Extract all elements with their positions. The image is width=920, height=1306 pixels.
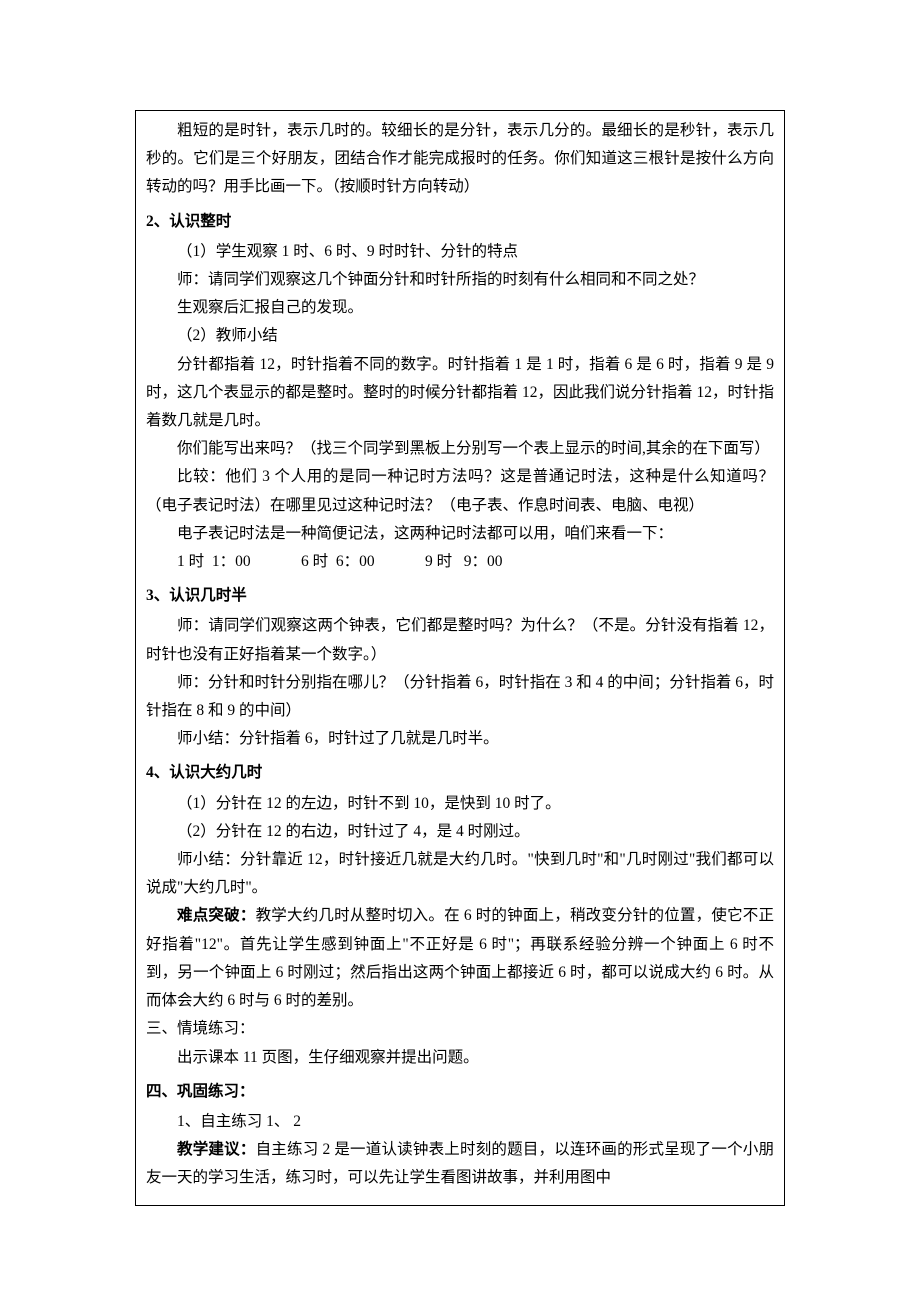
page: 粗短的是时针，表示几时的。较细长的是分针，表示几分的。最细长的是秒针，表示几秒的…: [0, 0, 920, 1306]
heading-2: 2、认识整时: [146, 208, 774, 236]
s4-p3: 师小结：分针靠近 12，时针接近几就是大约几时。"快到几时"和"几时刚过"我们都…: [146, 846, 774, 902]
s4-p1: （1）分针在 12 的左边，时针不到 10，是快到 10 时了。: [146, 790, 774, 818]
consol-p1: 1、自主练习 1、 2: [146, 1108, 774, 1136]
s2-p8: 电子表记时法是一种简便记法，这两种记时法都可以用，咱们来看一下：: [146, 520, 774, 548]
s3-p2: 师：分针和时针分别指在哪儿？（分针指着 6，时针指在 3 和 4 的中间；分针指…: [146, 669, 774, 725]
heading-consolidation: 四、巩固练习：: [146, 1078, 774, 1106]
s2-p7: 比较：他们 3 个人用的是同一种记时方法吗？这是普通记时法，这种是什么知道吗？（…: [146, 463, 774, 519]
heading-4: 4、认识大约几时: [146, 759, 774, 787]
suggestion-label: 教学建议：: [177, 1141, 256, 1158]
heading-3: 3、认识几时半: [146, 582, 774, 610]
consol-suggestion: 教学建议：自主练习 2 是一道认读钟表上时刻的题目，以连环画的形式呈现了一个小朋…: [146, 1136, 774, 1192]
heading-situation: 三、情境练习：: [146, 1015, 774, 1043]
s2-times: 1 时 1：00 6 时 6：00 9 时 9：00: [146, 548, 774, 576]
s2-p1: （1）学生观察 1 时、6 时、9 时时针、分针的特点: [146, 238, 774, 266]
s4-difficulty: 难点突破：教学大约几时从整时切入。在 6 时的钟面上，稍改变分针的位置，使它不正…: [146, 902, 774, 1015]
s2-p4: （2）教师小结: [146, 322, 774, 350]
difficulty-label: 难点突破：: [177, 907, 256, 924]
s2-p3: 生观察后汇报自己的发现。: [146, 294, 774, 322]
situ-p1: 出示课本 11 页图，生仔细观察并提出问题。: [146, 1044, 774, 1072]
s2-p6: 你们能写出来吗？（找三个同学到黑板上分别写一个表上显示的时间,其余的在下面写）: [146, 435, 774, 463]
intro-paragraph: 粗短的是时针，表示几时的。较细长的是分针，表示几分的。最细长的是秒针，表示几秒的…: [146, 117, 774, 202]
s3-p1: 师：请同学们观察这两个钟表，它们都是整时吗？为什么？（不是。分针没有指着 12，…: [146, 612, 774, 668]
s2-p5: 分针都指着 12，时针指着不同的数字。时针指着 1 是 1 时，指着 6 是 6…: [146, 351, 774, 436]
s4-p2: （2）分针在 12 的右边，时针过了 4，是 4 时刚过。: [146, 818, 774, 846]
s3-p3: 师小结：分针指着 6，时针过了几就是几时半。: [146, 725, 774, 753]
s2-p2: 师：请同学们观察这几个钟面分针和时针所指的时刻有什么相同和不同之处？: [146, 266, 774, 294]
content-box: 粗短的是时针，表示几时的。较细长的是分针，表示几分的。最细长的是秒针，表示几秒的…: [135, 110, 785, 1206]
